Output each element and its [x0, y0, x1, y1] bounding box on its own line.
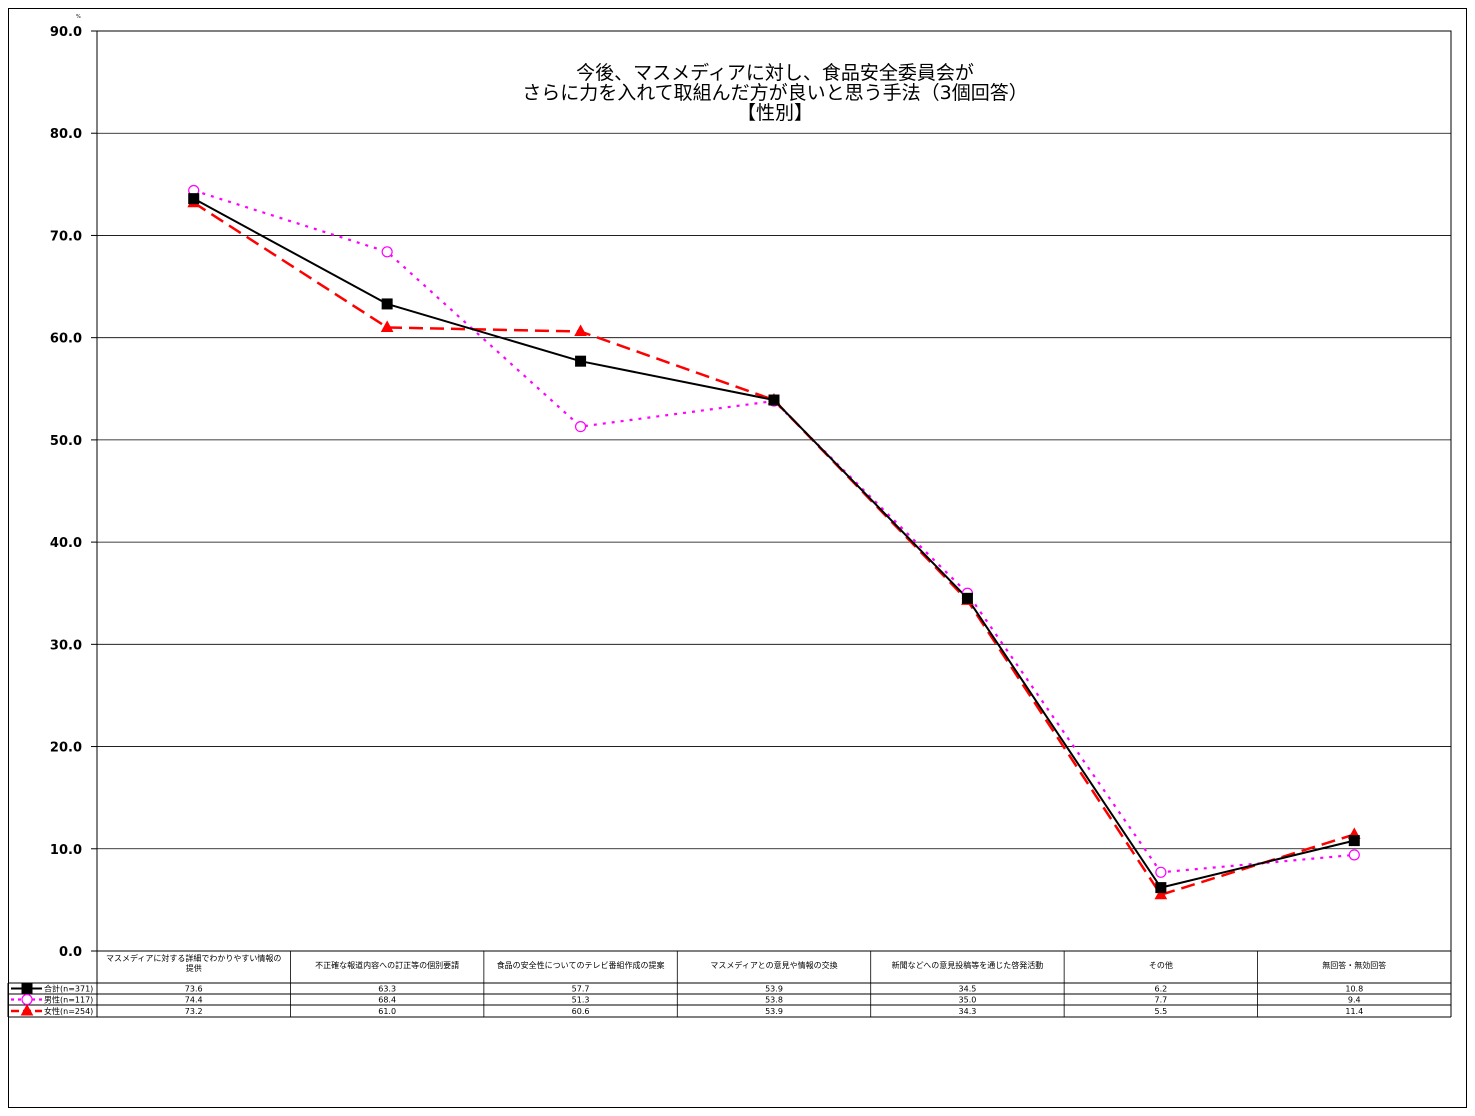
category-label: 無回答・無効回答 — [1322, 960, 1386, 970]
y-unit-label: % — [76, 14, 81, 20]
series-line — [193, 197, 1355, 889]
marker-triangle — [1154, 887, 1168, 900]
plot-area — [96, 30, 1452, 952]
marker-circle — [1155, 866, 1167, 878]
category-label: 提供 — [186, 963, 202, 973]
table-value: 51.3 — [572, 996, 590, 1005]
table-value: 35.0 — [959, 996, 977, 1005]
chart-title-line: さらに力を入れて取組んだ方が良いと思う手法（3個回答） — [522, 82, 1028, 104]
table-value: 53.9 — [765, 1007, 783, 1016]
marker-triangle — [574, 324, 587, 337]
legend-label: 男性(n=117) — [44, 995, 93, 1005]
marker-square — [188, 193, 200, 205]
marker-square — [768, 394, 780, 406]
marker-triangle — [380, 320, 394, 332]
marker-square — [961, 592, 973, 604]
y-tick-label: 60.0 — [50, 332, 82, 347]
category-label: 食品の安全性についてのテレビ番組作成の提案 — [497, 960, 665, 970]
marker-circle — [574, 421, 587, 433]
marker-triangle — [20, 1003, 34, 1016]
marker-circle — [381, 246, 393, 258]
table-value: 34.5 — [959, 985, 977, 994]
table-value: 73.6 — [185, 985, 203, 994]
table-value: 68.4 — [378, 996, 396, 1005]
chart-title-line: 【性別】 — [737, 102, 813, 124]
table-value: 57.7 — [572, 985, 590, 994]
table-value: 73.2 — [185, 1007, 203, 1016]
marker-square — [575, 355, 587, 367]
marker-circle — [1348, 849, 1360, 861]
marker-circle — [21, 993, 33, 1006]
table-value: 74.4 — [185, 996, 203, 1005]
marker-square — [381, 298, 393, 310]
y-tick-label: 0.0 — [59, 945, 82, 960]
table-value: 5.5 — [1154, 1007, 1167, 1016]
table-value: 53.8 — [765, 996, 783, 1005]
category-label: その他 — [1149, 960, 1173, 970]
chart-frame — [8, 8, 1467, 1108]
legend-label: 女性(n=254) — [44, 1006, 93, 1016]
table-value: 11.4 — [1345, 1007, 1363, 1016]
y-tick-label: 40.0 — [50, 536, 82, 551]
y-tick-label: 10.0 — [50, 843, 82, 858]
category-label: 新聞などへの意見投稿等を通じた啓発活動 — [892, 960, 1044, 970]
table-value: 9.4 — [1348, 996, 1361, 1005]
category-label: マスメディアに対する詳細でわかりやすい情報の — [106, 953, 281, 963]
category-label: マスメディアとの意見や情報の交換 — [710, 960, 837, 970]
marker-square — [1348, 835, 1360, 847]
category-label: 不正確な報道内容への訂正等の個別要請 — [315, 960, 459, 970]
marker-square — [1155, 882, 1167, 894]
table-value: 63.3 — [378, 985, 396, 994]
marker-square — [21, 983, 33, 994]
y-tick-label: 70.0 — [50, 229, 82, 244]
y-tick-label: 50.0 — [50, 434, 82, 449]
table-value: 60.6 — [572, 1007, 590, 1016]
table-value: 34.3 — [959, 1007, 977, 1016]
y-tick-label: 20.0 — [50, 741, 82, 756]
table-value: 61.0 — [378, 1007, 396, 1016]
series-line — [193, 201, 1355, 897]
table-value: 10.8 — [1345, 985, 1363, 994]
legend-label: 合計(n=371) — [44, 984, 93, 994]
y-tick-label: 30.0 — [50, 638, 82, 653]
table-value: 6.2 — [1154, 985, 1167, 994]
y-tick-label: 90.0 — [50, 25, 82, 40]
chart-title-line: 今後、マスメディアに対し、食品安全委員会が — [576, 62, 974, 84]
y-tick-label: 80.0 — [50, 127, 82, 142]
table-value: 7.7 — [1154, 996, 1167, 1005]
table-value: 53.9 — [765, 985, 783, 994]
